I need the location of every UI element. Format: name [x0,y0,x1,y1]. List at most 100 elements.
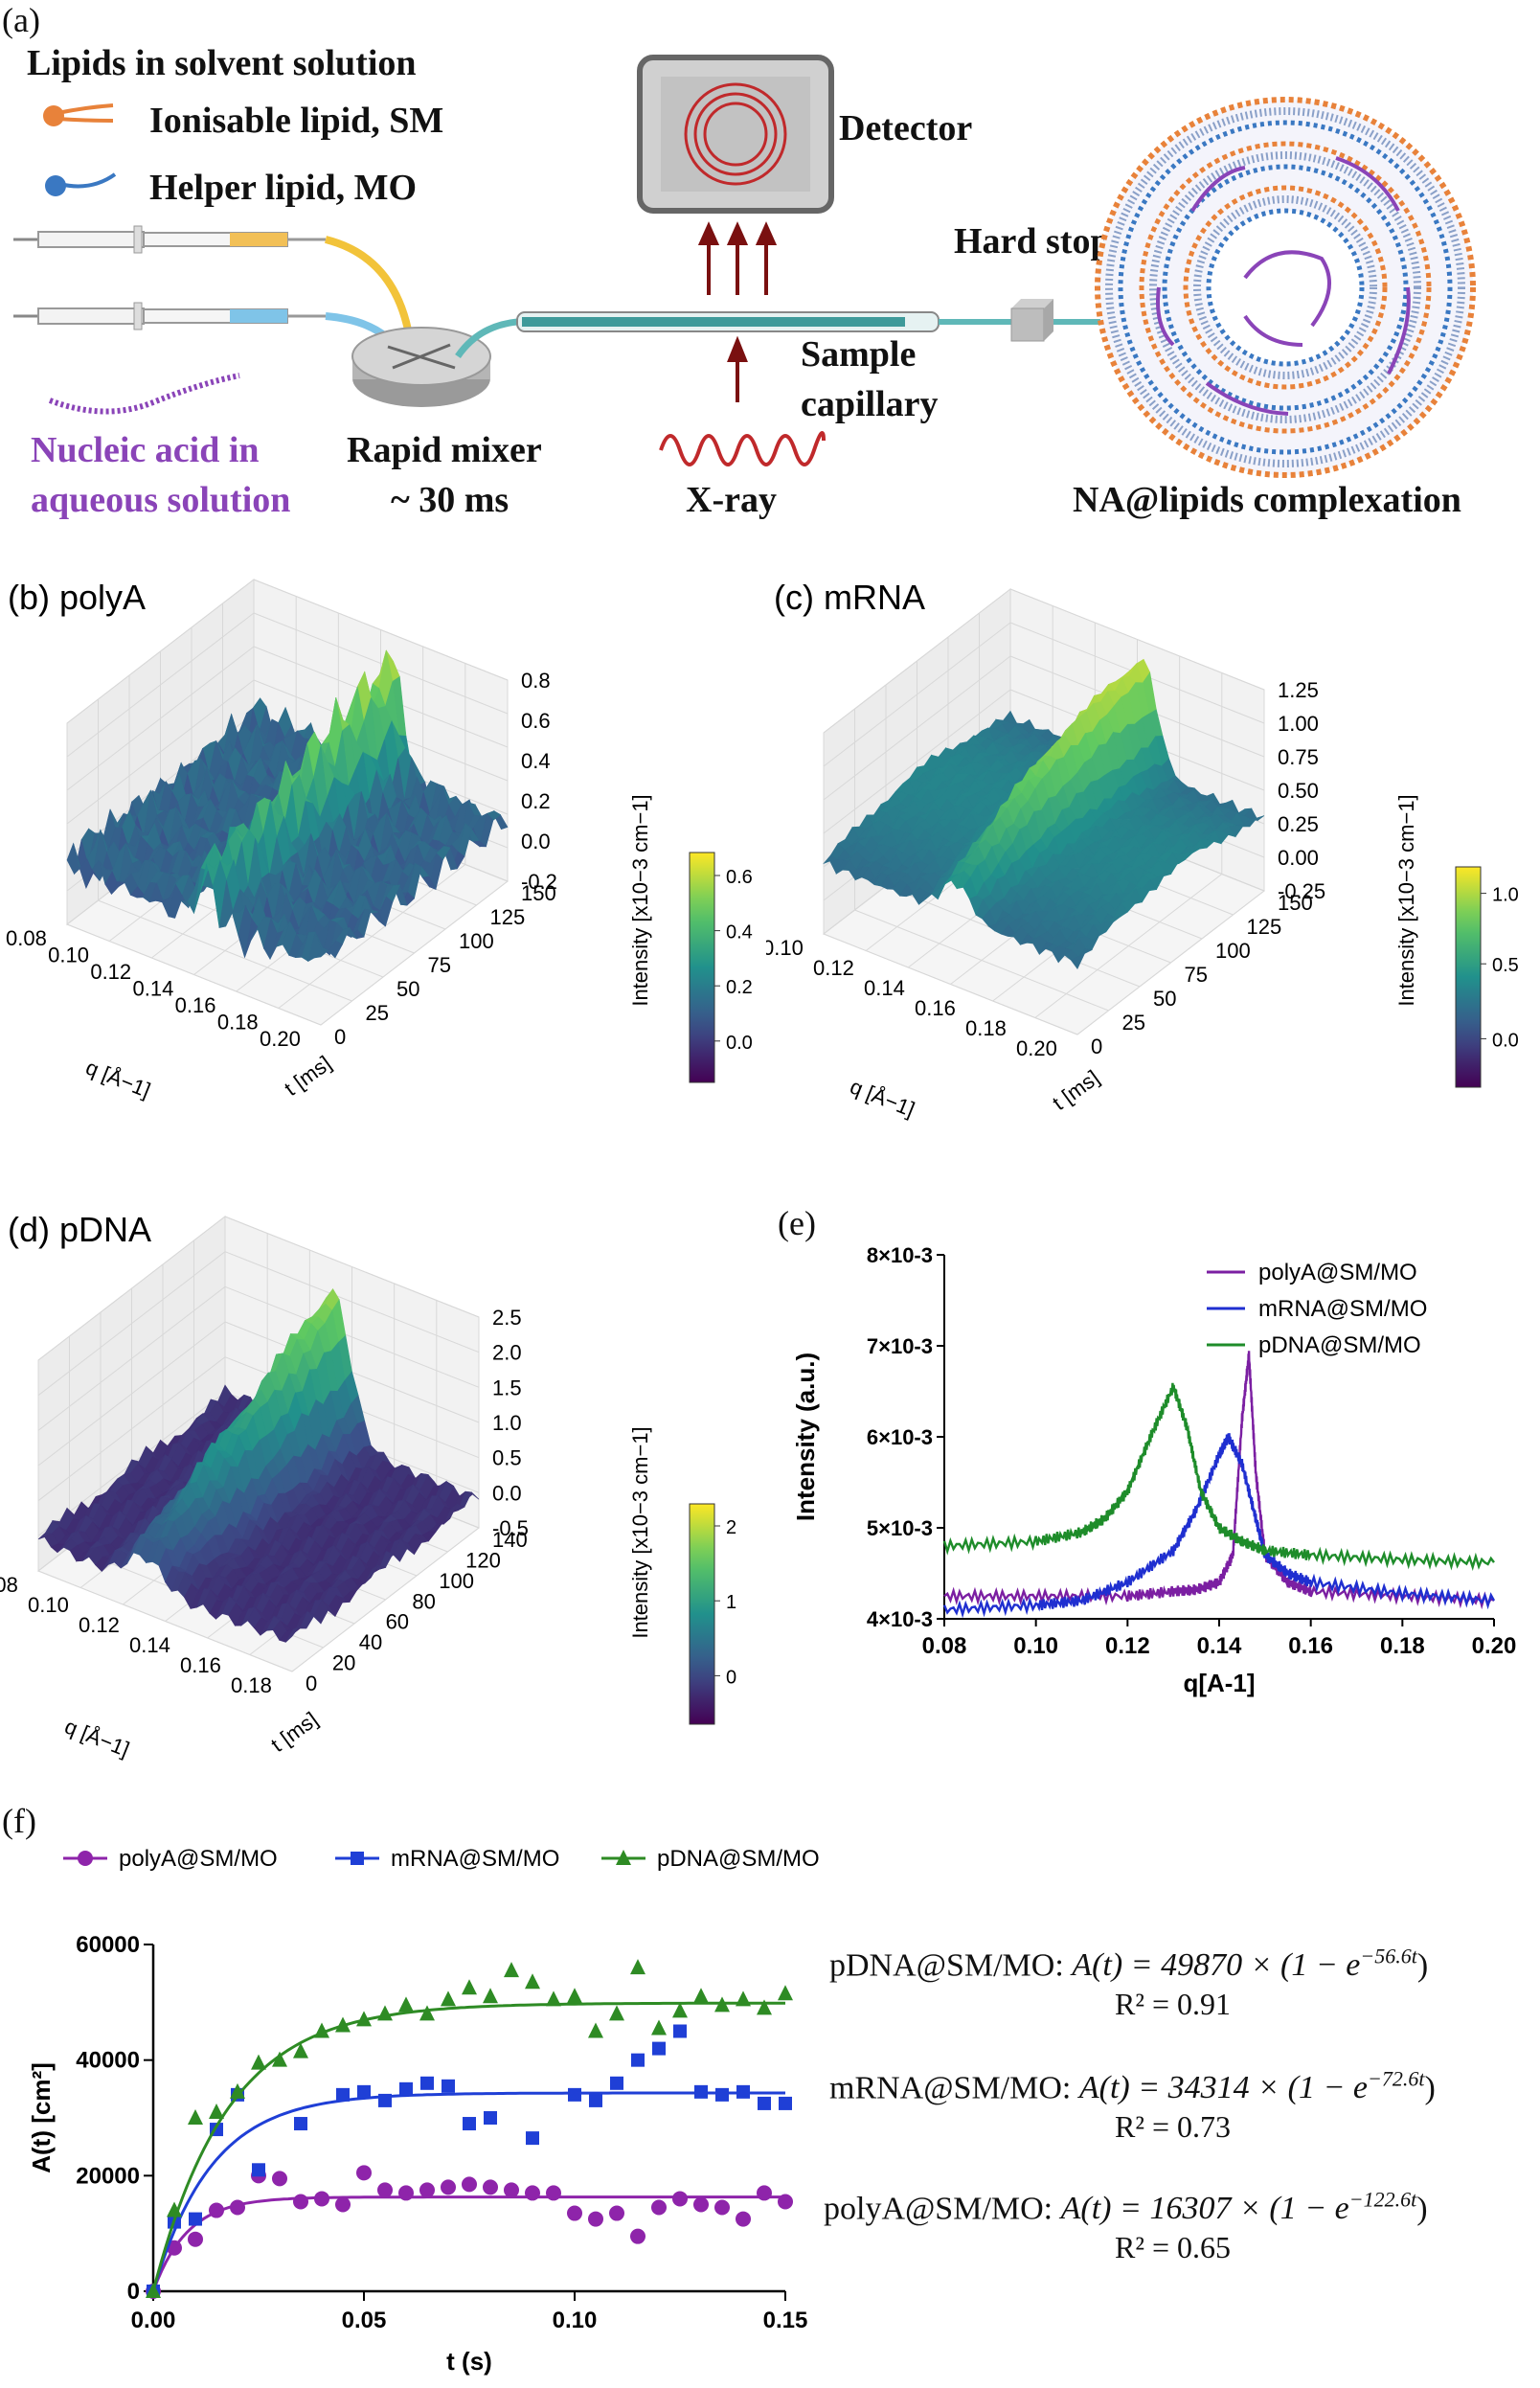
data-point [188,2231,203,2247]
data-point [757,2185,772,2201]
q-tick-label: 0.16 [915,996,956,1020]
series-line-2 [942,1382,1495,1571]
t-tick-label: 120 [465,1548,501,1572]
t-tick-label: 80 [412,1589,435,1613]
colorbar-tick-label: 1.0 [1492,885,1519,906]
surface-svg: (b) polyA 0.080.100.120.140.160.180.20 0 25… [6,578,753,1103]
data-point [209,2202,224,2218]
nucleic-acid-icon [48,373,240,415]
data-point [483,2179,498,2195]
detector-label: Detector [839,108,973,148]
grid-line [37,1216,226,1361]
data-point [610,2076,623,2090]
t-tick-label: 20 [332,1651,355,1675]
legend-label: pDNA@SM/MO [657,1846,820,1872]
colorbar [689,1503,715,1725]
z-tick-label: 2.5 [492,1306,522,1330]
nucleic-acid-label-2: aqueous solution [31,480,291,520]
sample-capillary-icon [516,311,1011,332]
sample-capillary-label-2: capillary [801,384,939,424]
y-tick-label: 8×10-3 [867,1243,933,1267]
data-point [736,2211,751,2227]
data-point [630,1959,645,1975]
data-point [420,2076,434,2090]
y-axis-label: A(t) [cm²] [27,2062,56,2173]
colorbar-tick-label: 0.0 [726,1033,753,1054]
t-tick-label: 0 [334,1025,346,1049]
rapid-mixer-label-1: Rapid mixer [347,430,542,470]
data-point [356,2011,372,2027]
y-tick-label: 6×10-3 [867,1425,933,1449]
data-point [609,2005,624,2021]
data-point [378,2093,392,2107]
panel-title: (c) mRNA [774,578,925,617]
z-tick-label: -0.5 [492,1516,529,1540]
lipid-complex-icon [1095,97,1476,478]
series-2 [146,1959,793,2298]
x-tick-label: 0.08 [922,1633,967,1659]
data-point [167,2201,182,2217]
data-point [251,2054,266,2070]
z-tick-label: -0.2 [521,870,557,894]
t-tick-label: 125 [490,905,526,929]
data-point [757,1999,772,2015]
x-tick-label: 0.18 [1380,1633,1425,1659]
fit-curve [151,2195,785,2292]
z-tick-label: 0.6 [521,709,551,733]
scattered-ray-arrows [697,221,778,295]
data-point [736,2084,750,2099]
data-point [609,2205,624,2221]
y-tick-label: 5×10-3 [867,1516,933,1540]
y-tick-label: 7×10-3 [867,1334,933,1358]
surface-cell [313,950,329,959]
saxs-line-chart: 0.08 0.10 0.12 0.14 0.16 0.18 0.20 4×10-3 5×10-3… [791,1243,1516,1697]
rapid-mixer-icon [351,327,491,407]
data-point [714,2199,730,2216]
data-point [616,1850,631,1865]
data-point [714,1996,730,2013]
grid-line [253,612,509,715]
z-axis-label: Intensity [x10−3 cm−1] [1394,794,1418,1006]
data-point [672,2191,688,2207]
r2-pdna: R² = 0.91 [1115,1987,1231,2021]
data-point [758,2096,771,2110]
data-point [272,2051,287,2067]
surface-mesh [66,649,509,963]
grid-line [253,579,509,681]
z-tick-label: 0.25 [1278,812,1319,836]
q-tick-label: 0.12 [90,960,131,984]
t-tick-label: 40 [359,1630,382,1654]
grid-line [320,880,509,1026]
x-tick-label: 0.00 [131,2308,176,2333]
data-point [188,2109,203,2125]
colorbar-tick-label: 0.5 [1492,955,1519,976]
data-point [483,1988,498,2004]
data-point [588,2022,603,2038]
q-tick-label: 0.16 [180,1653,221,1677]
q-axis-label: q [Å−1] [847,1074,918,1122]
t-tick-label: 60 [386,1610,409,1634]
data-point [526,2131,539,2146]
z-axis-label: Intensity [x10−3 cm−1] [628,794,652,1006]
z-tick-label: 2.0 [492,1341,522,1365]
grid-line [823,622,1011,767]
t-tick-label: 100 [439,1569,474,1593]
t-tick-label: 0 [1091,1035,1102,1058]
q-tick-label: 0.10 [48,944,89,967]
equation-pdna: pDNA@SM/MO: A(t) = 49870 × (1 − e−56.6t) [829,1945,1429,1984]
colorbar [689,852,715,1083]
helper-lipid-label: Helper lipid, MO [149,168,418,208]
data-point [736,1990,751,2007]
data-point [463,2117,476,2131]
data-point [351,1852,364,1865]
z-tick-label: 0.2 [521,789,551,813]
t-tick-label: 100 [459,929,494,953]
series-line-0 [943,1351,1495,1610]
data-point [294,2117,307,2131]
z-tick-label: 0.0 [521,830,551,853]
data-point [630,2228,645,2244]
data-point [715,2087,729,2102]
series-line-1 [942,1433,1496,1619]
panel-title: (b) polyA [8,578,146,617]
q-tick-label: 0.12 [813,956,854,980]
